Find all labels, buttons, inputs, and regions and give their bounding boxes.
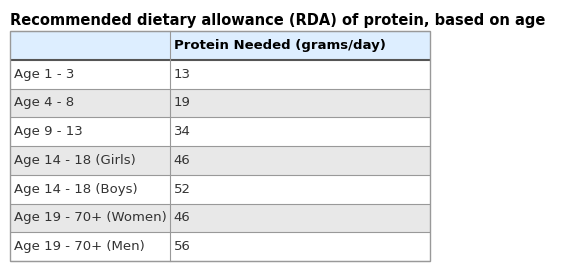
Text: Age 14 - 18 (Girls): Age 14 - 18 (Girls) [14,154,136,167]
Bar [10,31,430,60]
Text: 46: 46 [174,154,191,167]
Text: Age 19 - 70+ (Women): Age 19 - 70+ (Women) [14,211,167,224]
Text: 46: 46 [174,211,191,224]
Text: 13: 13 [174,68,191,81]
Text: 19: 19 [174,96,191,109]
Text: Age 1 - 3: Age 1 - 3 [14,68,74,81]
Bar [10,31,430,261]
Text: Age 9 - 13: Age 9 - 13 [14,125,83,138]
Bar [10,232,430,261]
Text: 52: 52 [174,183,191,196]
Text: Age 19 - 70+ (Men): Age 19 - 70+ (Men) [14,240,145,253]
Bar [10,175,430,204]
Text: 56: 56 [174,240,191,253]
Bar [10,89,430,117]
Text: Age 14 - 18 (Boys): Age 14 - 18 (Boys) [14,183,138,196]
Bar [10,204,430,232]
Text: Protein Needed (grams/day): Protein Needed (grams/day) [174,39,386,52]
Bar [10,117,430,146]
Text: Age 4 - 8: Age 4 - 8 [14,96,74,109]
Bar [10,60,430,89]
Text: 34: 34 [174,125,191,138]
Text: Recommended dietary allowance (RDA) of protein, based on age: Recommended dietary allowance (RDA) of p… [10,13,545,28]
Bar [10,146,430,175]
